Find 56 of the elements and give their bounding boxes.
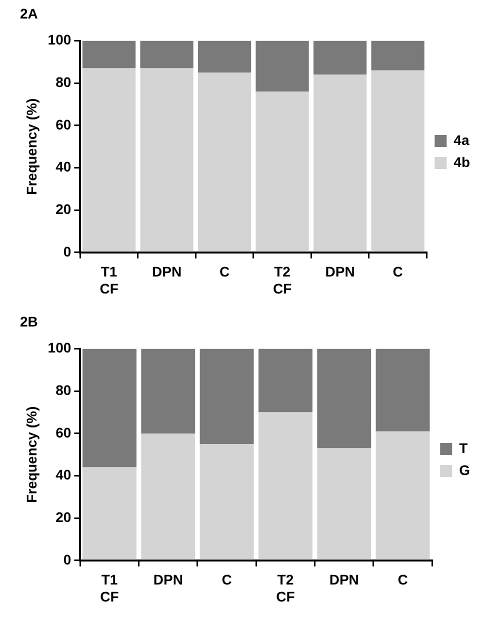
bar	[313, 40, 367, 75]
bar	[317, 448, 372, 560]
bar	[313, 74, 367, 252]
y-tick-label: 0	[63, 551, 72, 568]
y-axis-title: Frequency (%)	[23, 98, 40, 195]
legend-label: T	[459, 440, 468, 456]
y-tick-label: 80	[56, 74, 72, 90]
bar	[371, 70, 424, 252]
bar	[198, 40, 252, 73]
legend-label: 4b	[454, 154, 470, 170]
y-tick-label: 0	[63, 243, 72, 260]
y-tick-label: 40	[56, 158, 72, 175]
x-tick-label: DPN	[153, 572, 183, 588]
bar	[141, 348, 196, 434]
bar	[371, 40, 424, 70]
y-tick-label: 60	[56, 116, 72, 132]
legend-label: 4a	[454, 132, 470, 148]
bar	[376, 431, 430, 560]
bar	[256, 40, 309, 92]
x-tick-label: DPN	[152, 264, 182, 280]
bar	[200, 348, 254, 444]
bar	[82, 68, 136, 252]
bar	[141, 433, 196, 560]
bar	[258, 412, 312, 560]
y-tick-label: 20	[56, 200, 72, 217]
x-tick-label: T2 CF	[272, 264, 292, 296]
x-tick-label: T1 CF	[100, 572, 120, 604]
x-tick-label: C	[222, 572, 232, 588]
x-tick-label: C	[392, 264, 403, 280]
bar	[198, 72, 252, 252]
y-tick-label: 40	[56, 466, 72, 483]
chart-title: 2B	[20, 313, 38, 330]
bar	[140, 68, 194, 252]
bar	[140, 40, 194, 68]
bar	[200, 444, 254, 560]
y-tick-label: 20	[56, 508, 72, 525]
y-tick-label: 100	[48, 32, 72, 48]
y-tick-label: 80	[56, 382, 72, 398]
bar	[317, 348, 372, 448]
bar	[82, 467, 136, 560]
x-tick-label: T2 CF	[276, 572, 296, 604]
y-tick-label: 100	[48, 340, 72, 356]
bar	[376, 348, 430, 432]
x-tick-label: DPN	[329, 572, 359, 588]
x-tick-label: DPN	[325, 264, 355, 280]
x-tick-label: T1 CF	[100, 264, 119, 296]
chart-title: 2A	[20, 5, 38, 22]
x-tick-label: C	[219, 264, 230, 280]
bar	[258, 348, 312, 412]
y-axis-title: Frequency (%)	[23, 406, 40, 503]
x-tick-label: C	[398, 572, 408, 588]
bar	[82, 40, 136, 68]
bar	[82, 348, 136, 468]
bar	[256, 92, 309, 252]
y-tick-label: 60	[56, 424, 72, 440]
legend-label: G	[459, 462, 470, 478]
